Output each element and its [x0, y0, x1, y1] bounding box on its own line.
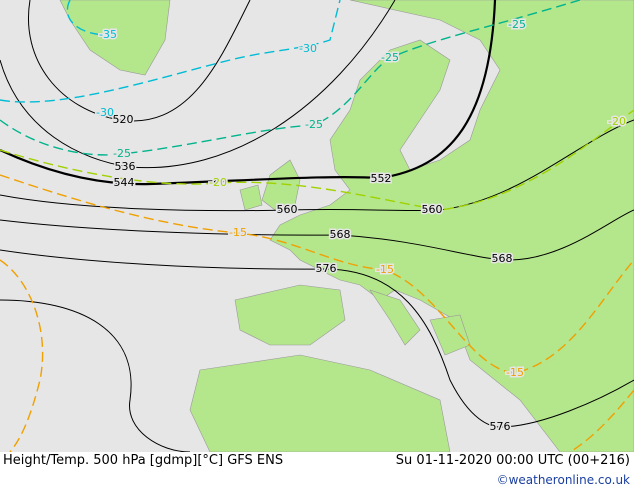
- temperature-label: -30: [299, 42, 317, 55]
- footer-title: Height/Temp. 500 hPa [gdmp][°C] GFS ENS: [3, 453, 284, 468]
- height-label: 576: [316, 262, 337, 275]
- height-labels: 520 536 544 552 560 560 568 568 576 576: [111, 112, 514, 435]
- temperature-label: -15: [229, 226, 247, 239]
- map: 520 536 544 552 560 560 568 568 576 576 …: [0, 0, 634, 452]
- temperature-label: -25: [113, 147, 131, 160]
- height-contours: [0, 0, 634, 452]
- temperature-label: -15: [376, 263, 394, 276]
- height-label: 560: [277, 203, 298, 216]
- height-label: 544: [114, 176, 135, 189]
- temperature-label: -30: [96, 106, 114, 119]
- height-label: 576: [490, 420, 511, 433]
- height-label: 552: [371, 172, 392, 185]
- temperature-label: -25: [508, 18, 526, 31]
- height-label: 560: [422, 203, 443, 216]
- temperature-labels: -35 -30 -30 -25 -25 -25 -25 -20 -20 -15 …: [95, 17, 628, 381]
- temperature-label: -15: [506, 366, 524, 379]
- footer-valid: Su 01-11-2020 00:00 UTC (00+216): [395, 453, 630, 468]
- footer-credit: ©weatheronline.co.uk: [496, 473, 630, 487]
- temperature-label: -35: [99, 28, 117, 41]
- height-label: 536: [115, 160, 136, 173]
- temperature-label: -20: [608, 115, 626, 128]
- temperature-label: -25: [305, 118, 323, 131]
- height-label: 568: [492, 252, 513, 265]
- land: [59, 0, 634, 452]
- temperature-label: -25: [381, 51, 399, 64]
- height-label: 520: [113, 113, 134, 126]
- temperature-contours: [0, 0, 634, 452]
- temperature-label: -20: [209, 176, 227, 189]
- height-label: 568: [330, 228, 351, 241]
